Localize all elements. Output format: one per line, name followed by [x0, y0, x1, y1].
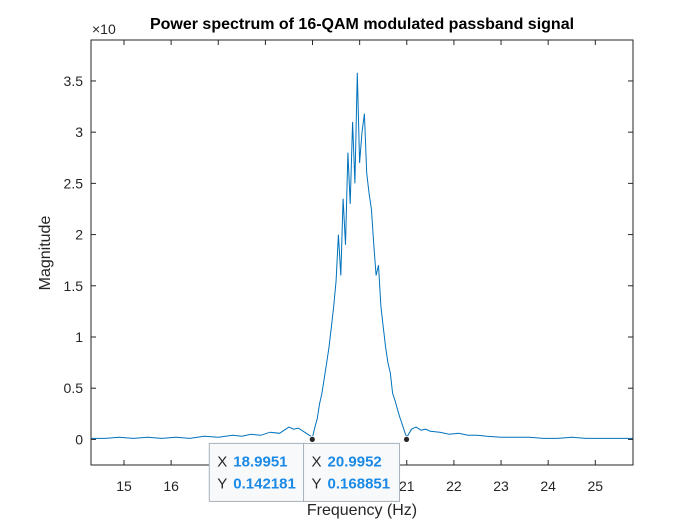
series-layer: [91, 72, 633, 439]
x-tick-label: 21: [399, 478, 415, 494]
x-tick-label: 23: [493, 478, 509, 494]
x-tick-label: 22: [446, 478, 462, 494]
datatip-marker[interactable]: [403, 435, 410, 443]
datatip-value: 0.142181: [233, 475, 296, 492]
y-tick-label: 0: [75, 431, 83, 447]
chart-title: Power spectrum of 16-QAM modulated passb…: [150, 16, 574, 33]
datatip-1[interactable]: X 18.9951 Y 0.142181: [208, 435, 316, 502]
datatip-value: 20.9952: [328, 453, 382, 470]
y-tick-label: 1: [75, 329, 83, 345]
y-exponent-label: ×10: [92, 21, 116, 37]
datatip-2[interactable]: X 20.9952 Y 0.168851: [303, 435, 410, 502]
datatip-marker[interactable]: [308, 435, 316, 443]
y-tick-label: 3: [75, 124, 83, 140]
y-axis-label: Magnitude: [37, 216, 54, 291]
x-axis-label: Frequency (Hz): [307, 502, 417, 519]
y-tick-label: 1.5: [64, 278, 84, 294]
series-line-0: [91, 72, 633, 439]
x-tick-label: 16: [163, 478, 179, 494]
datatip-key: X: [312, 453, 322, 470]
datatip-key: Y: [312, 475, 322, 492]
x-tick-label: 25: [588, 478, 604, 494]
y-tick-label: 2.5: [64, 175, 84, 191]
plot-area: [91, 40, 633, 465]
datatip-box: [303, 442, 401, 502]
y-tick-label: 3.5: [64, 73, 84, 89]
datatip-value: 18.9951: [233, 453, 287, 470]
y-tick-label: 2: [75, 227, 83, 243]
x-tick-label: 24: [540, 478, 556, 494]
datatip-key: X: [217, 453, 227, 470]
x-tick-label: 15: [116, 478, 132, 494]
datatip-value: 0.168851: [328, 475, 391, 492]
datatip-key: Y: [217, 475, 227, 492]
datatip-box: [208, 442, 306, 502]
datatip-layer: X 18.9951 Y 0.142181 X 20.9952 Y 0.168851: [208, 435, 410, 502]
y-tick-label: 0.5: [64, 380, 84, 396]
